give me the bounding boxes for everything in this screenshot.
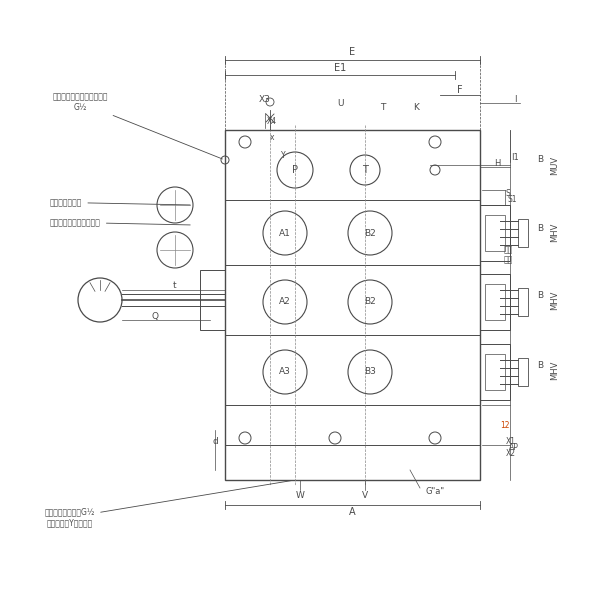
Text: B2: B2	[364, 229, 376, 238]
Text: I: I	[514, 95, 516, 104]
Bar	[485, 354, 505, 390]
Text: d: d	[212, 437, 218, 446]
Text: Y: Y	[281, 151, 286, 160]
Text: MUV: MUV	[551, 155, 560, 175]
Text: B: B	[537, 155, 543, 164]
Text: MHV: MHV	[551, 290, 560, 310]
Text: X1: X1	[506, 437, 516, 446]
Text: S1: S1	[507, 196, 517, 205]
Bar	[518, 219, 528, 247]
Text: F: F	[457, 85, 463, 95]
Bar	[480, 274, 510, 330]
Text: I1: I1	[511, 152, 519, 161]
Text: AP: AP	[509, 443, 519, 452]
Text: B3: B3	[364, 367, 376, 377]
Text: ねじ式圧力調整: ねじ式圧力調整	[50, 198, 190, 207]
Text: G"a": G"a"	[425, 487, 445, 497]
Text: B2: B2	[364, 298, 376, 307]
Bar	[485, 284, 505, 320]
Text: U: U	[337, 100, 343, 109]
Text: t: t	[173, 280, 177, 289]
Text: B: B	[537, 292, 543, 301]
Text: H: H	[494, 160, 500, 169]
Text: MHV: MHV	[551, 361, 560, 380]
Bar	[518, 288, 528, 316]
Text: Q: Q	[151, 311, 158, 320]
Bar	[480, 205, 510, 261]
Text: 最高圧力制限用止めねじ: 最高圧力制限用止めねじ	[50, 218, 190, 227]
Text: X4: X4	[267, 118, 277, 127]
Bar	[200, 270, 225, 330]
Text: W: W	[296, 491, 304, 499]
Text: 12: 12	[500, 421, 510, 430]
Text: S: S	[506, 188, 511, 197]
Text: 振分: 振分	[503, 256, 512, 265]
Text: T: T	[380, 103, 386, 113]
Text: E1: E1	[334, 63, 346, 73]
Text: V: V	[362, 491, 368, 499]
Bar	[485, 215, 505, 251]
Text: P: P	[292, 165, 298, 175]
Text: 振分: 振分	[503, 245, 512, 254]
Text: A: A	[349, 507, 356, 517]
Text: x: x	[270, 133, 274, 142]
Bar	[480, 344, 510, 400]
Text: A2: A2	[279, 298, 291, 307]
Text: K: K	[413, 103, 419, 113]
Text: X2: X2	[506, 449, 516, 458]
Text: パイロットポート（上面）
G½: パイロットポート（上面） G½	[52, 92, 223, 159]
Text: B: B	[537, 361, 543, 370]
Text: E: E	[349, 47, 356, 57]
Text: B: B	[537, 224, 543, 233]
Text: パイロットポートG½
（裏面）（Yポート）: パイロットポートG½ （裏面）（Yポート）	[45, 481, 292, 527]
Bar	[518, 358, 528, 386]
Text: A3: A3	[279, 367, 291, 377]
Text: MHV: MHV	[551, 223, 560, 242]
Text: T: T	[362, 165, 368, 175]
Text: X3: X3	[259, 95, 271, 104]
Bar	[225, 130, 480, 480]
Text: A1: A1	[279, 229, 291, 238]
